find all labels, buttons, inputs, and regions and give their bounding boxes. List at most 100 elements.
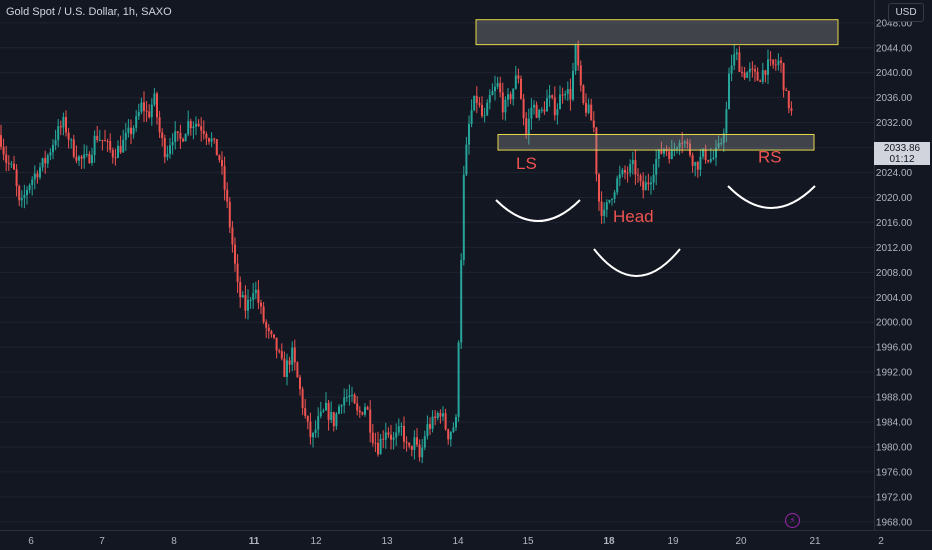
candle — [572, 62, 574, 102]
candle — [20, 190, 23, 208]
price-tick-label: 1984.00 — [876, 418, 913, 429]
candle — [642, 172, 645, 199]
candle — [660, 141, 663, 155]
candle — [785, 87, 788, 92]
candle — [657, 148, 660, 168]
head-label: Head — [613, 207, 654, 226]
candle — [205, 131, 208, 146]
candle — [715, 139, 717, 166]
left-shoulder-arc[interactable] — [495, 199, 581, 222]
candle — [728, 67, 730, 110]
candle — [215, 139, 218, 156]
candle — [67, 128, 70, 149]
price-tick-label: 1996.00 — [876, 343, 913, 354]
candle — [340, 404, 343, 414]
right-shoulder-arc[interactable] — [727, 185, 816, 209]
candle — [169, 137, 171, 159]
candle — [494, 75, 496, 101]
candle — [135, 109, 138, 132]
candle — [634, 149, 637, 185]
candle — [106, 138, 109, 152]
candle — [382, 430, 385, 449]
candle — [408, 442, 411, 449]
price-tick-label: 2024.00 — [876, 168, 913, 179]
candle — [208, 137, 210, 145]
time-tick-label: 14 — [452, 536, 464, 547]
candle — [83, 144, 86, 169]
candle — [369, 400, 372, 443]
price-tick-label: 2004.00 — [876, 293, 913, 304]
symbol-title: Gold Spot / U.S. Dollar, 1h, SAXO — [6, 6, 172, 18]
neckline-zone[interactable] — [497, 133, 815, 151]
candles — [0, 40, 793, 464]
resistance-zone[interactable] — [475, 19, 839, 46]
candle — [184, 133, 187, 142]
candle — [546, 89, 548, 112]
candle — [496, 76, 499, 90]
candle — [70, 138, 73, 149]
candle — [405, 436, 408, 452]
candle — [717, 135, 720, 150]
candle — [319, 401, 322, 419]
candle — [777, 53, 780, 71]
candle — [460, 253, 463, 350]
candle — [564, 90, 567, 100]
candle — [145, 101, 148, 122]
zones — [475, 19, 839, 151]
price-tick-label: 1988.00 — [876, 393, 913, 404]
candle — [104, 129, 106, 142]
candle — [247, 289, 249, 320]
candle — [533, 100, 535, 115]
candle — [353, 392, 356, 405]
candle — [613, 189, 616, 204]
time-tick-label: 7 — [99, 536, 105, 547]
candle — [637, 168, 639, 183]
candle — [416, 428, 418, 447]
candle — [663, 147, 665, 158]
candle — [465, 136, 468, 177]
candle — [358, 406, 361, 418]
candle — [72, 134, 75, 159]
head-arc[interactable] — [593, 248, 681, 277]
candle — [332, 411, 335, 432]
candle — [176, 131, 179, 142]
candle — [397, 418, 400, 436]
candle — [309, 412, 312, 445]
candle — [782, 62, 785, 98]
candle — [317, 407, 320, 438]
candle — [85, 145, 88, 158]
candle — [647, 173, 650, 191]
candle — [780, 56, 782, 73]
candle — [517, 68, 520, 84]
candle — [520, 75, 522, 100]
price-tick-label: 2036.00 — [876, 93, 913, 104]
candle — [187, 110, 190, 137]
price-tick-label: 2008.00 — [876, 268, 913, 279]
candle — [772, 59, 775, 69]
candle — [400, 422, 403, 436]
candle — [608, 199, 611, 204]
price-tick-label: 1972.00 — [876, 492, 913, 503]
price-tick-label: 2048.00 — [876, 18, 913, 29]
candle — [790, 101, 793, 116]
candle — [23, 184, 26, 209]
candle — [197, 119, 200, 127]
candle — [423, 430, 426, 451]
candle — [712, 150, 715, 161]
candle — [18, 184, 21, 207]
candle — [124, 123, 127, 151]
candle — [499, 76, 502, 98]
price-tick-label: 2020.00 — [876, 193, 913, 204]
currency-button[interactable]: USD — [888, 3, 924, 22]
candle — [527, 108, 530, 145]
candle — [78, 154, 80, 166]
candle — [501, 82, 504, 120]
candle — [426, 415, 429, 440]
candle — [28, 183, 31, 194]
candle — [202, 120, 205, 140]
pattern-labels: LS Head RS — [516, 147, 782, 226]
candle — [275, 337, 278, 359]
candle — [150, 98, 153, 126]
lightning-icon[interactable]: ⚡ — [785, 513, 800, 528]
